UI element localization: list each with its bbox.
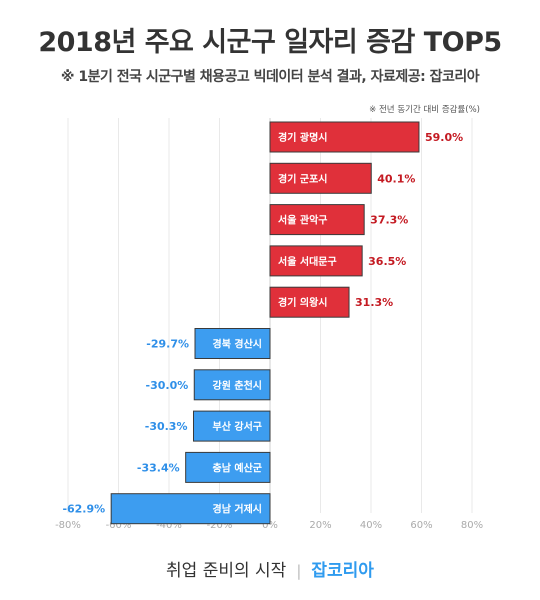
data-label: -62.9% (62, 503, 105, 516)
x-tick-label: 60% (410, 520, 432, 531)
footer-brand: 잡코리아 (311, 561, 374, 581)
category-label: 경기 의왕시 (278, 296, 327, 309)
bar (269, 245, 363, 277)
data-label: -30.0% (146, 379, 189, 392)
data-label: 40.1% (377, 172, 415, 185)
category-label: 부산 강서구 (213, 420, 262, 433)
category-label: 경기 광명시 (278, 131, 327, 144)
x-tick-label: 20% (309, 520, 331, 531)
data-label: -30.3% (145, 420, 188, 433)
bar (269, 162, 372, 194)
bar (269, 286, 350, 318)
bar (269, 121, 420, 153)
data-label: 36.5% (368, 255, 406, 268)
x-tick-label: 0% (262, 520, 278, 531)
category-label: 강원 춘천시 (213, 379, 262, 392)
bar (110, 493, 271, 525)
chart-title: 2018년 주요 시군구 일자리 증감 TOP5 (38, 27, 502, 58)
category-label: 경북 경산시 (213, 338, 262, 351)
x-tick-label: 80% (461, 520, 483, 531)
footer-separator: | (296, 562, 302, 580)
category-label: 경남 거제시 (213, 503, 262, 516)
x-tick-label: -60% (106, 520, 132, 531)
bar-chart: -80% -60% -40% -20% 0% 20% 40% 60% 80% 경기 광명시 59.0… (55, 118, 483, 531)
bar (185, 451, 271, 483)
x-tick-label: -80% (55, 520, 81, 531)
footer: 취업 준비의 시작 | 잡코리아 (0, 556, 540, 581)
data-label: -33.4% (137, 461, 180, 474)
data-label: -29.7% (146, 338, 189, 351)
category-label: 경기 군포시 (278, 172, 327, 185)
category-label: 충남 예산군 (213, 461, 262, 474)
data-label: 31.3% (355, 296, 393, 309)
x-tick-label: 40% (360, 520, 382, 531)
data-label: 37.3% (370, 214, 408, 227)
chart-subtitle: ※ 1분기 전국 시군구별 채용공고 빅데이터 분석 결과, 자료제공: 잡코리… (60, 69, 480, 85)
x-tick-label: -20% (207, 520, 233, 531)
bar (192, 410, 271, 442)
bar (194, 328, 271, 359)
bar (193, 369, 271, 401)
unit-note: ※ 전년 동기간 대비 증감률(%) (369, 105, 480, 115)
data-label: 59.0% (425, 131, 463, 144)
footer-tagline: 취업 준비의 시작 (166, 561, 287, 581)
category-label: 서울 서대문구 (278, 255, 337, 268)
bar (269, 204, 365, 236)
category-label: 서울 관악구 (278, 214, 327, 227)
x-tick-label: -40% (156, 520, 182, 531)
